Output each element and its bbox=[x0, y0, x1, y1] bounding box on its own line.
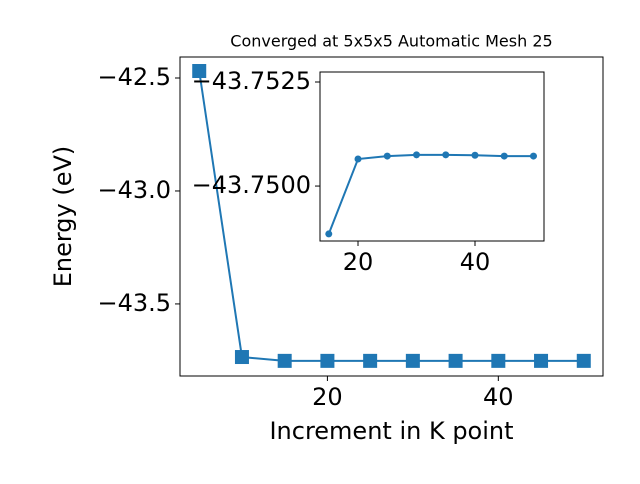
y-axis-label: Energy (eV) bbox=[49, 146, 77, 288]
y-tick-label: −43.0 bbox=[97, 176, 171, 204]
marker bbox=[576, 353, 591, 368]
line bbox=[198, 70, 584, 362]
marker bbox=[325, 230, 333, 238]
marker bbox=[405, 353, 420, 368]
marker bbox=[413, 151, 421, 159]
y-tick-label: −42.5 bbox=[97, 63, 171, 91]
marker bbox=[363, 353, 378, 368]
x-tick-label: 20 bbox=[312, 383, 343, 411]
y-tick-label: −43.5 bbox=[97, 289, 171, 317]
x-tick-label: 40 bbox=[460, 248, 491, 276]
chart-title: Converged at 5x5x5 Automatic Mesh 25 bbox=[230, 32, 552, 51]
marker bbox=[192, 64, 207, 79]
marker bbox=[471, 151, 479, 159]
marker bbox=[383, 152, 391, 160]
line bbox=[327, 153, 534, 235]
y-tick-label: −43.7525 bbox=[192, 67, 311, 95]
marker bbox=[234, 350, 249, 365]
x-axis-label: Increment in K point bbox=[269, 417, 513, 445]
x-tick-label: 40 bbox=[483, 383, 514, 411]
x-tick-label: 20 bbox=[343, 248, 374, 276]
marker bbox=[320, 353, 335, 368]
marker bbox=[500, 152, 508, 160]
y-tick-label: −43.7500 bbox=[192, 171, 311, 199]
marker bbox=[448, 353, 463, 368]
marker bbox=[529, 152, 537, 160]
marker bbox=[491, 353, 506, 368]
marker bbox=[354, 155, 362, 163]
marker bbox=[534, 353, 549, 368]
marker bbox=[277, 353, 292, 368]
marker bbox=[442, 151, 450, 159]
